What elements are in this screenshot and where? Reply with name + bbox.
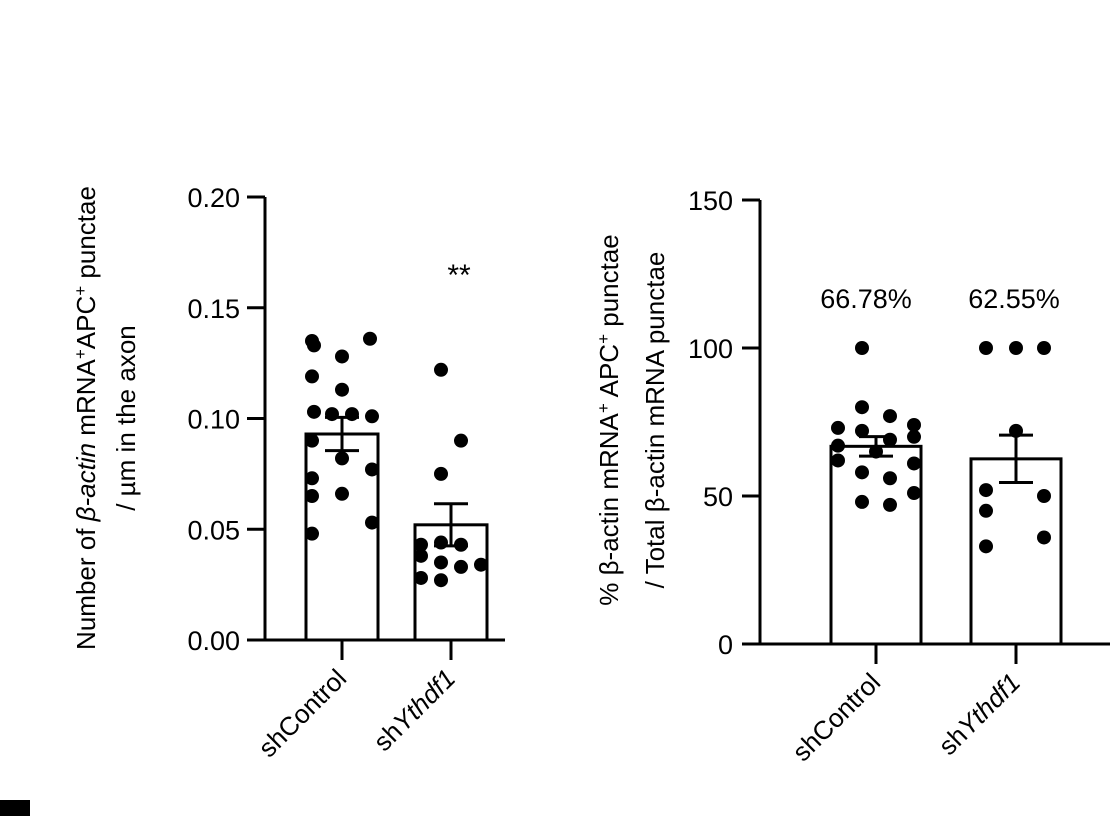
data-point <box>365 462 379 477</box>
data-point <box>335 349 349 364</box>
y-tick-label: 50 <box>703 482 733 512</box>
chart-panel-right: 0 50 100 150 shControl shYthdf1 % β-actin mRNA… <box>594 186 1110 767</box>
data-point <box>883 432 897 447</box>
data-point <box>855 465 869 480</box>
data-point <box>979 341 993 355</box>
y-axis-label-line2: / µm in the axon <box>111 325 141 511</box>
data-point <box>907 486 921 501</box>
bar-value-label: 62.55% <box>968 284 1060 314</box>
data-point <box>305 471 319 486</box>
y-tick-label: 0.10 <box>187 405 240 435</box>
data-point <box>855 341 869 355</box>
data-point <box>855 494 869 509</box>
data-point <box>855 423 869 438</box>
data-point <box>434 535 448 550</box>
y-axis-label-line2: / Total β-actin mRNA punctae <box>640 252 670 589</box>
data-point <box>883 471 897 486</box>
data-point <box>883 409 897 424</box>
data-point <box>979 503 993 518</box>
y-tick-label: 150 <box>688 186 733 216</box>
bar-1 <box>829 444 923 646</box>
data-point <box>307 404 321 419</box>
data-point <box>365 409 379 424</box>
data-point <box>305 433 319 448</box>
y-tick-label: 0 <box>718 630 733 660</box>
data-point <box>855 400 869 415</box>
data-point <box>454 433 468 448</box>
data-point <box>305 526 319 541</box>
data-point <box>335 382 349 397</box>
data-point <box>414 548 428 563</box>
data-point <box>434 362 448 377</box>
panel-letter-fragment <box>0 800 30 816</box>
data-point <box>325 407 339 422</box>
data-point <box>979 483 993 498</box>
y-axis-label-line1: % β-actin mRNA+ APC+ punctae <box>594 234 625 606</box>
y-tick-label: 100 <box>688 334 733 364</box>
data-point <box>305 369 319 384</box>
data-point <box>907 429 921 444</box>
y-tick-label: 0.15 <box>187 294 240 324</box>
data-point <box>363 331 377 346</box>
data-point <box>1037 489 1051 503</box>
x-tick-label: shControl <box>786 667 886 767</box>
data-point <box>831 438 845 453</box>
y-tick-label: 0.20 <box>187 183 240 213</box>
data-point <box>979 539 993 554</box>
y-tick-label: 0.05 <box>187 515 240 545</box>
data-point <box>335 451 349 466</box>
data-point <box>883 497 897 512</box>
data-point <box>434 466 448 481</box>
data-point <box>831 453 845 468</box>
data-point <box>474 557 488 572</box>
data-point <box>1037 341 1051 355</box>
data-point <box>335 486 349 501</box>
data-point <box>1009 341 1023 355</box>
x-tick-label: shControl <box>252 663 352 763</box>
data-point <box>414 537 428 552</box>
bar-value-label: 66.78% <box>820 284 912 314</box>
data-point <box>454 559 468 574</box>
data-point <box>414 570 428 585</box>
chart-panel-left: 0.00 0.05 0.10 0.15 0.20 shControl shYthdf1 Num… <box>71 183 505 763</box>
data-point <box>831 420 845 435</box>
data-point <box>305 489 319 504</box>
data-point <box>907 417 921 432</box>
y-axis-label-line1: Number of β-actin mRNA+APC+ punctae <box>71 186 102 650</box>
data-point <box>307 338 321 353</box>
y-tick-label: 0.00 <box>187 626 240 656</box>
data-point <box>434 573 448 588</box>
x-tick-label: shYthdf1 <box>367 663 461 757</box>
data-point <box>1037 530 1051 545</box>
data-point <box>434 555 448 570</box>
significance-annotation: ** <box>447 259 471 292</box>
x-tick-label: shYthdf1 <box>932 667 1026 761</box>
data-point <box>365 515 379 530</box>
data-point <box>907 456 921 471</box>
data-point <box>345 407 359 422</box>
